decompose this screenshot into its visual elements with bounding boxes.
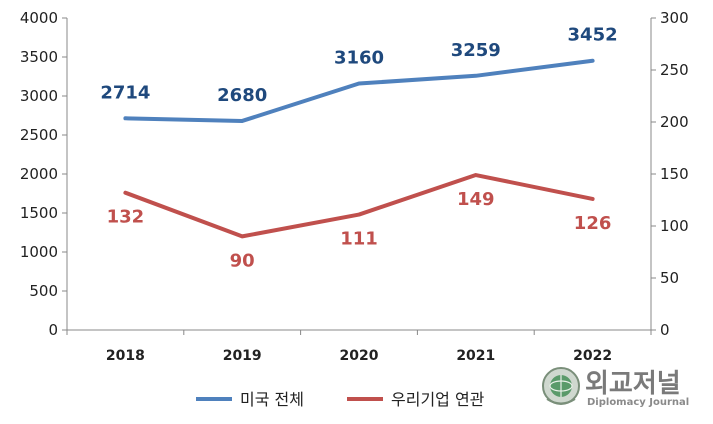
watermark-name: 외교저널 [585, 369, 681, 399]
right-tick-label-6: 300 [660, 9, 689, 27]
left-tick-label-8: 4000 [20, 9, 58, 27]
legend-label-series-0: 미국 전체 [240, 390, 304, 409]
x-tick-label-2: 2020 [340, 348, 379, 364]
x-tick-label-0: 2018 [106, 348, 145, 364]
right-tick-label-0: 0 [660, 321, 670, 339]
series-line-1 [123, 173, 595, 239]
legend-label-series-1: 우리기업 연관 [391, 390, 485, 409]
data-labels: 2714 2680 3160 3259 3452 132 90 111 149 126 [100, 25, 617, 272]
x-tick-label-4: 2022 [573, 348, 612, 364]
x-tick-label-1: 2019 [223, 348, 262, 364]
series-layer [123, 58, 595, 239]
left-y-ticks: 0 500 1000 1500 2000 2500 3000 3500 4000 [20, 9, 67, 339]
left-tick-label-5: 2500 [20, 126, 58, 144]
data-label-s0-2: 3160 [334, 48, 384, 69]
left-tick-label-2: 1000 [20, 243, 58, 261]
right-y-ticks: 0 50 100 150 200 250 300 [651, 9, 689, 339]
data-label-s1-1: 90 [230, 250, 255, 271]
x-ticks: 2018 2019 2020 2021 2022 [66, 330, 652, 364]
data-label-s0-1: 2680 [217, 85, 267, 106]
right-tick-label-2: 100 [660, 217, 689, 235]
right-tick-label-1: 50 [660, 269, 679, 287]
left-tick-label-4: 2000 [20, 165, 58, 183]
data-label-s1-4: 126 [574, 213, 612, 234]
x-tick-label-3: 2021 [456, 348, 495, 364]
left-tick-label-3: 1500 [20, 204, 58, 222]
right-tick-label-5: 250 [660, 61, 689, 79]
left-tick-label-6: 3000 [20, 87, 58, 105]
data-label-s1-0: 132 [107, 207, 145, 228]
watermark: 외교저널 Diplomacy Journal [542, 367, 689, 408]
data-label-s1-2: 111 [340, 229, 378, 250]
data-label-s1-3: 149 [457, 189, 495, 210]
data-label-s0-0: 2714 [100, 82, 150, 103]
legend: 미국 전체 우리기업 연관 [196, 390, 485, 409]
data-label-s0-4: 3452 [568, 25, 618, 46]
watermark-subtitle: Diplomacy Journal [587, 397, 689, 408]
right-tick-label-4: 200 [660, 113, 689, 131]
globe-emblem-icon [542, 367, 580, 405]
series-line-0 [123, 58, 595, 123]
left-tick-label-1: 500 [29, 282, 58, 300]
data-label-s0-3: 3259 [451, 40, 501, 61]
left-tick-label-7: 3500 [20, 48, 58, 66]
left-tick-label-0: 0 [48, 321, 58, 339]
right-tick-label-3: 150 [660, 165, 689, 183]
